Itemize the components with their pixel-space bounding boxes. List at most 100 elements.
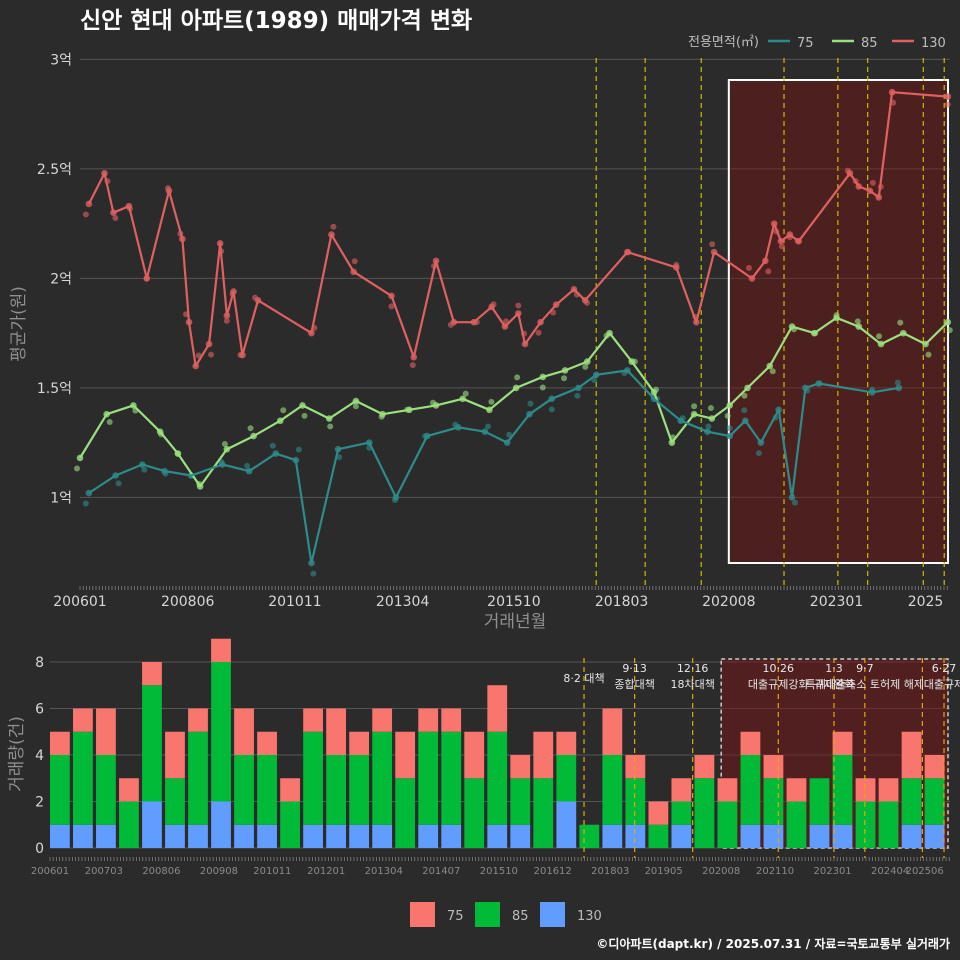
volume-policy-lines <box>583 658 945 858</box>
bar-130 <box>211 801 231 848</box>
legend-label-75: 75 <box>797 36 814 51</box>
volume-y-tick: 4 <box>35 748 44 764</box>
point-130 <box>844 167 851 174</box>
bar-130 <box>556 801 577 848</box>
volume-legend-label-85: 85 <box>512 909 529 924</box>
bar-85 <box>96 754 116 825</box>
volume-x-tick: 201803 <box>591 866 629 877</box>
point-85 <box>247 425 254 432</box>
volume-x-tick-labels: 200601 200703 200806 200908 201011 201201 2013… <box>31 866 944 877</box>
bar-85 <box>441 731 462 825</box>
point-130 <box>584 299 591 306</box>
bar-85 <box>464 778 485 848</box>
bar-75 <box>855 778 876 802</box>
bar-130 <box>234 824 254 848</box>
point-130 <box>223 317 230 324</box>
bar-85 <box>487 731 508 825</box>
volume-legend-label-75: 75 <box>447 909 464 924</box>
point-75 <box>115 480 122 487</box>
bar-75 <box>878 778 899 802</box>
bar-130 <box>188 824 208 848</box>
bar-85 <box>602 754 623 825</box>
price-x-tick: 201510 <box>487 594 540 610</box>
volume-x-tick: 201407 <box>422 866 460 877</box>
bar-75 <box>671 778 692 802</box>
price-x-tick-labels: 200601 200806 201011 201304 201510 201803 2020… <box>53 594 943 610</box>
volume-x-tick: 201011 <box>253 866 291 877</box>
bar-130 <box>602 824 623 848</box>
bar-85 <box>832 754 853 825</box>
volume-legend-swatch-130 <box>540 902 565 927</box>
point-85 <box>925 351 932 358</box>
policy-annotation: 종합대책 <box>614 678 654 691</box>
bar-85 <box>694 778 715 848</box>
bar-75 <box>901 731 922 779</box>
bar-130 <box>832 824 853 848</box>
policy-annotation: 규제완화 <box>814 678 854 691</box>
price-grid <box>79 58 950 590</box>
point-85 <box>221 440 228 447</box>
volume-x-tick: 201201 <box>307 866 345 877</box>
price-y-tick: 1억 <box>50 490 72 506</box>
bar-130 <box>418 824 439 848</box>
bar-85 <box>211 661 231 802</box>
price-y-tick: 1.5억 <box>37 381 72 397</box>
bar-130 <box>487 824 508 848</box>
point-75 <box>548 406 555 413</box>
point-130 <box>409 362 416 369</box>
bar-85 <box>878 801 899 848</box>
bar-130 <box>372 824 393 848</box>
point-75 <box>741 407 748 414</box>
point-75 <box>391 497 398 504</box>
bar-85 <box>188 731 208 825</box>
bar-75 <box>740 731 761 755</box>
volume-x-tick: 202110 <box>756 866 794 877</box>
bar-75 <box>96 708 116 755</box>
point-130 <box>944 101 951 108</box>
bar-85 <box>372 731 393 825</box>
price-x-tick: 200806 <box>161 594 215 610</box>
bar-130 <box>441 824 462 848</box>
volume-x-tick: 200703 <box>85 866 123 877</box>
volume-x-tick: 202506 <box>906 866 944 877</box>
chart-title: 신안 현대 아파트(1989) 매매가격 변화 <box>80 8 472 34</box>
point-75 <box>484 423 491 430</box>
point-85 <box>280 407 287 414</box>
volume-legend-swatch-85 <box>475 902 500 927</box>
bar-75 <box>648 801 669 825</box>
bar-75 <box>441 708 462 732</box>
point-130 <box>388 303 395 310</box>
bar-130 <box>510 824 531 848</box>
price-x-tick: 200601 <box>53 594 106 610</box>
bar-75 <box>786 778 807 802</box>
bar-85 <box>855 801 876 848</box>
bar-75 <box>533 731 554 779</box>
point-75 <box>527 400 534 407</box>
point-85 <box>946 327 953 334</box>
policy-annotation: 1·3 <box>825 662 843 675</box>
bar-130 <box>625 824 646 848</box>
point-130 <box>330 223 337 230</box>
point-130 <box>252 294 259 301</box>
policy-annotation: 8·2 대책 <box>563 672 604 685</box>
price-legend: 전용면적(㎡) 75 85 130 <box>688 35 946 51</box>
price-x-tick: 201011 <box>268 594 321 610</box>
point-130 <box>765 268 772 275</box>
bar-75 <box>372 708 393 732</box>
bar-85 <box>142 685 162 802</box>
bar-85 <box>395 778 416 848</box>
point-85 <box>539 384 546 391</box>
price-x-tick: 202301 <box>810 594 863 610</box>
bar-130 <box>763 824 784 848</box>
bar-75 <box>211 638 231 662</box>
bar-85 <box>280 801 300 848</box>
bar-85 <box>165 778 185 825</box>
point-130 <box>709 241 716 248</box>
volume-x-tick: 202301 <box>814 866 852 877</box>
point-85 <box>741 392 748 399</box>
bar-75 <box>510 754 531 779</box>
point-75 <box>755 450 762 457</box>
bar-130 <box>142 801 162 848</box>
policy-annotations: 8·2 대책 9·13 종합대책 12·16 18차대책 10·26 대출규제강화 1·3 규제… <box>563 662 960 691</box>
